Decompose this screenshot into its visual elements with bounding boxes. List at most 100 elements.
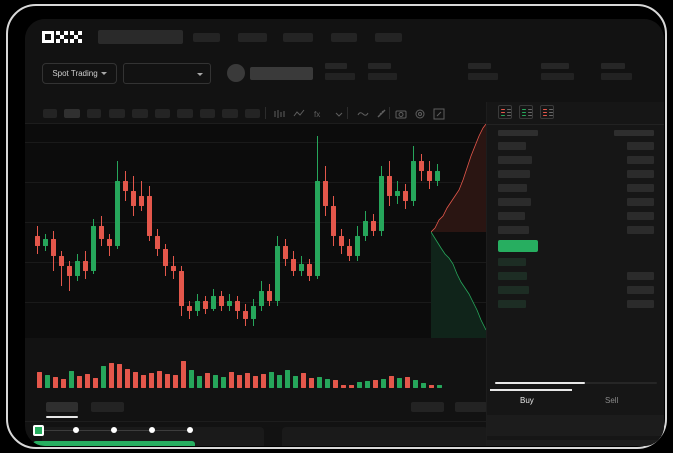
orderbook-view-both-icon[interactable] — [498, 105, 512, 119]
tool-timeframe-15m[interactable] — [87, 109, 101, 118]
orderbook-ask-price[interactable] — [498, 212, 525, 220]
order-amount-field[interactable] — [487, 440, 664, 446]
candle — [427, 124, 432, 338]
divider — [487, 124, 664, 125]
candle-body — [67, 266, 72, 276]
slider-tick-dot[interactable] — [111, 427, 117, 433]
orderbook-ask-price[interactable] — [498, 142, 526, 150]
candle-body — [211, 296, 216, 309]
orderbook-ask-price[interactable] — [498, 170, 530, 178]
candlestick-chart[interactable] — [25, 124, 486, 338]
tab-assets[interactable] — [455, 402, 487, 412]
orderbook-view-asks-icon[interactable] — [540, 105, 554, 119]
place-buy-order-button[interactable] — [33, 441, 195, 446]
candle — [75, 124, 80, 338]
candle — [147, 124, 152, 338]
order-price-field[interactable] — [487, 415, 664, 437]
volume-bar — [165, 374, 170, 388]
candle — [51, 124, 56, 338]
orderbook-ask-amount — [627, 142, 654, 150]
chart-type-candles-icon[interactable] — [273, 107, 285, 119]
camera-snapshot-icon[interactable] — [395, 107, 407, 119]
volume-bar — [133, 372, 138, 388]
tool-timeframe-1d[interactable] — [177, 109, 193, 118]
volume-bar — [421, 383, 426, 388]
stat-change-24h — [368, 63, 397, 80]
search-input[interactable] — [98, 30, 183, 44]
chart-settings-chevron-icon[interactable] — [333, 107, 345, 119]
orderbook-ask-price[interactable] — [498, 226, 529, 234]
volume-histogram — [25, 338, 486, 396]
volume-bar — [301, 373, 306, 388]
tool-timeframe-1m[interactable] — [43, 109, 57, 118]
tool-timeframe-5m[interactable] — [64, 109, 80, 118]
orderbook-last-price[interactable] — [498, 240, 538, 252]
okx-logo[interactable] — [42, 31, 88, 43]
volume-bar — [157, 371, 162, 388]
nav-item-1[interactable] — [193, 33, 220, 42]
nav-item-4[interactable] — [331, 33, 357, 42]
volume-bar — [285, 370, 290, 388]
spot-trading-label: Spot Trading — [52, 69, 98, 78]
bottom-panel-right[interactable] — [282, 427, 488, 446]
slider-tick-dot[interactable] — [73, 427, 79, 433]
candle-body — [235, 301, 240, 311]
indicators-icon[interactable]: fx — [313, 107, 325, 119]
orderbook-bid-price[interactable] — [498, 272, 527, 280]
candle — [291, 124, 296, 338]
tool-timeframe-1h[interactable] — [132, 109, 148, 118]
chart-type-line-icon[interactable] — [293, 107, 305, 119]
stat-label — [541, 63, 569, 69]
orderbook-ask-amount — [627, 156, 654, 164]
trading-pair-select[interactable] — [123, 63, 211, 84]
orderbook-ask-price[interactable] — [498, 156, 532, 164]
tab-sell[interactable]: Sell — [605, 396, 619, 405]
candle-body — [403, 191, 408, 201]
gridline — [25, 222, 486, 223]
tool-timeframe-more[interactable] — [245, 109, 260, 118]
candle-body — [123, 181, 128, 191]
orderbook-scrollbar[interactable] — [495, 382, 657, 384]
spot-trading-dropdown[interactable]: Spot Trading — [42, 63, 117, 84]
candle-body — [203, 301, 208, 309]
slider-handle[interactable] — [33, 425, 44, 436]
slider-tick-dot[interactable] — [149, 427, 155, 433]
orderbook-bid-price[interactable] — [498, 300, 526, 308]
orderbook-bid-amount — [627, 300, 654, 308]
settings-gear-icon[interactable] — [414, 107, 426, 119]
volume-bar — [437, 385, 442, 388]
nav-item-2[interactable] — [238, 33, 267, 42]
tool-timeframe-4h[interactable] — [155, 109, 170, 118]
candle — [235, 124, 240, 338]
volume-bar — [253, 376, 258, 388]
orderbook-bid-price[interactable] — [498, 286, 529, 294]
gridline — [25, 142, 486, 143]
nav-item-3[interactable] — [283, 33, 313, 42]
tab-buy[interactable]: Buy — [520, 396, 534, 405]
volume-bar — [213, 375, 218, 388]
orderbook-view-bids-icon[interactable] — [519, 105, 533, 119]
volume-bar — [85, 374, 90, 388]
candle — [259, 124, 264, 338]
tab-order-history[interactable] — [91, 402, 124, 412]
tab-open-orders[interactable] — [46, 402, 78, 412]
tool-timeframe-1w[interactable] — [200, 109, 215, 118]
slider-tick-dot[interactable] — [187, 427, 193, 433]
drawing-ruler-icon[interactable] — [376, 107, 388, 119]
fullscreen-icon[interactable] — [433, 107, 445, 120]
candle-wick — [69, 261, 70, 291]
orderbook-ask-price[interactable] — [498, 198, 531, 206]
stat-last-price — [325, 63, 355, 80]
tool-timeframe-30m[interactable] — [109, 109, 125, 118]
stat-label — [368, 63, 391, 69]
tab-positions[interactable] — [411, 402, 444, 412]
orderbook-bid-price[interactable] — [498, 258, 526, 266]
candle — [115, 124, 120, 338]
drawing-wave-icon[interactable] — [357, 107, 369, 119]
nav-item-5[interactable] — [375, 33, 402, 42]
svg-text:fx: fx — [314, 110, 320, 119]
tool-timeframe-1mo[interactable] — [222, 109, 238, 118]
orderbook-ask-price[interactable] — [498, 184, 527, 192]
avatar[interactable] — [227, 64, 245, 82]
order-amount-slider[interactable] — [33, 425, 195, 436]
